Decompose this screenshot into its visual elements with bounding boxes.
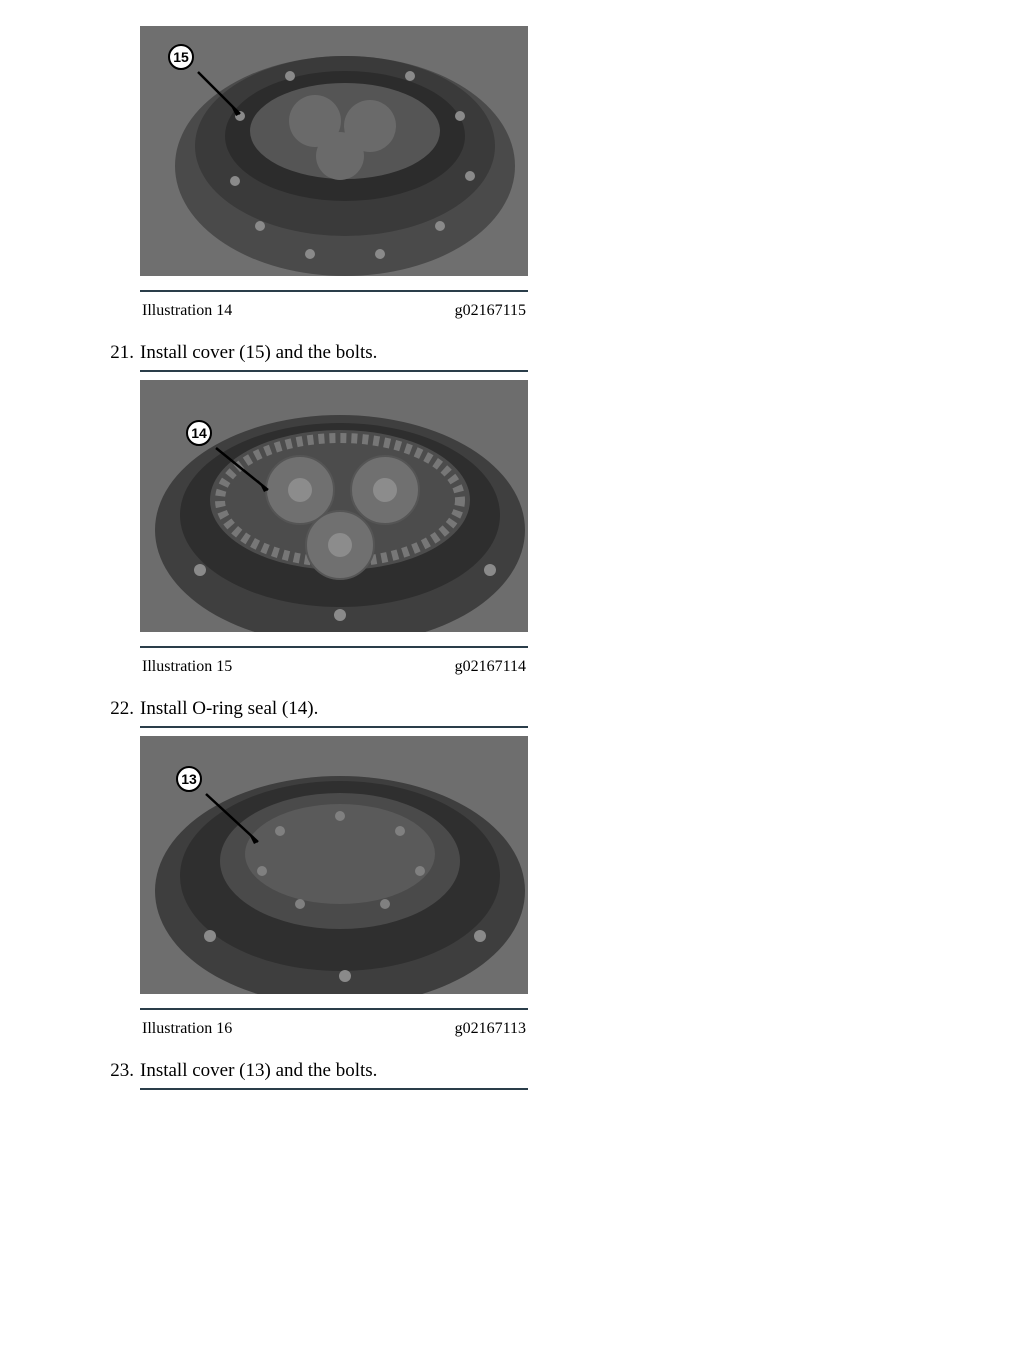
trailing-rule-wrap xyxy=(140,1088,964,1090)
figure-caption-row: Illustration 15 g02167114 xyxy=(140,648,528,680)
step-text: Install O-ring seal (14). xyxy=(140,698,964,720)
figure-caption-row: Illustration 16 g02167113 xyxy=(140,1010,528,1042)
figure-block-14: 15 Illustration 14 g02167115 xyxy=(140,26,964,324)
illustration-label: Illustration 14 xyxy=(142,302,232,320)
figure-block-15: 14 Illustration 15 g02167114 xyxy=(140,370,964,680)
figure-caption-row: Illustration 14 g02167115 xyxy=(140,292,528,324)
step-23: 23. Install cover (13) and the bolts. xyxy=(100,1060,964,1082)
callout-number: 15 xyxy=(173,49,189,65)
figure: 14 Illustration 15 g02167114 xyxy=(140,370,528,680)
step-number: 23. xyxy=(100,1060,134,1082)
step-21: 21. Install cover (15) and the bolts. xyxy=(100,342,964,364)
step-number: 22. xyxy=(100,698,134,720)
figure: 13 Illustration 16 g02167113 xyxy=(140,726,528,1042)
step-text: Install cover (15) and the bolts. xyxy=(140,342,964,364)
illustration-code: g02167113 xyxy=(455,1020,526,1038)
illustration-label: Illustration 16 xyxy=(142,1020,232,1038)
callout-number: 14 xyxy=(191,425,207,441)
step-text: Install cover (13) and the bolts. xyxy=(140,1060,964,1082)
illustration-image: 14 xyxy=(140,380,528,632)
callout-badge: 13 xyxy=(176,766,202,792)
illustration-code: g02167114 xyxy=(455,658,526,676)
figure-block-16: 13 Illustration 16 g02167113 xyxy=(140,726,964,1042)
figure-rule-above xyxy=(140,1088,528,1090)
callout-badge: 15 xyxy=(168,44,194,70)
illustration-image: 15 xyxy=(140,26,528,276)
illustration-image: 13 xyxy=(140,736,528,994)
callout-badge: 14 xyxy=(186,420,212,446)
step-number: 21. xyxy=(100,342,134,364)
figure: 15 Illustration 14 g02167115 xyxy=(140,26,528,324)
illustration-label: Illustration 15 xyxy=(142,658,232,676)
step-22: 22. Install O-ring seal (14). xyxy=(100,698,964,720)
callout-number: 13 xyxy=(181,771,197,787)
illustration-code: g02167115 xyxy=(455,302,526,320)
